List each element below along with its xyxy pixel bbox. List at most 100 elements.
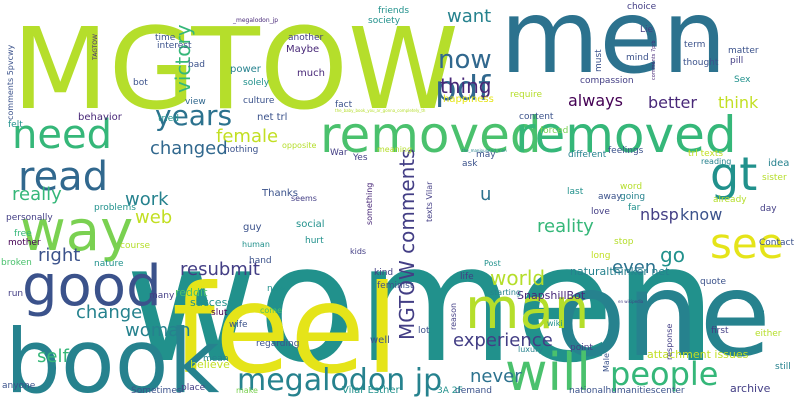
word-war: War <box>330 148 348 158</box>
word-vilar-esther: Vilar Esther <box>342 385 401 396</box>
word-kids: kids <box>350 247 366 256</box>
word-removed: removed <box>320 106 542 164</box>
word-net-trl: net trl <box>257 112 287 123</box>
word-better: better <box>648 93 697 112</box>
word-response: response <box>665 324 674 360</box>
word-post: Post <box>484 259 501 268</box>
word-attachment-issues: attachment issues <box>647 348 749 361</box>
word-think: think <box>718 93 759 112</box>
word-male: Male <box>602 353 611 372</box>
word-free: free <box>14 229 32 239</box>
word-far: far <box>628 203 641 213</box>
word-hurt: hurt <box>305 236 324 246</box>
word-felt: felt <box>8 120 23 130</box>
word-mother: mother <box>8 238 41 248</box>
word-mgtow: MGTOW <box>12 5 459 135</box>
word-term: term <box>684 40 705 50</box>
word-nothing: nothing <box>224 145 258 155</box>
word-wife: wife <box>229 320 248 330</box>
word-even: even <box>612 257 656 278</box>
word-want: want <box>447 6 491 27</box>
word-comments-5pvcwy: comments 5pvcwy <box>6 44 15 120</box>
word-always: always <box>568 91 623 110</box>
word-archive: archive <box>730 382 771 395</box>
word-lie: Lie <box>640 25 654 35</box>
word-happiness: happiness <box>443 94 494 105</box>
word-lot: lot <box>418 326 430 336</box>
word-yes: Yes <box>352 153 368 163</box>
word-pill: pill <box>730 56 743 66</box>
word-man: man <box>465 277 589 342</box>
word-the-manipulated-man: the_manipulated_man <box>462 148 507 153</box>
word-men: men <box>500 0 727 97</box>
word-away: away <box>598 192 622 202</box>
word-time: time <box>155 33 176 43</box>
word-solely: solely <box>243 78 270 88</box>
word-trl-texts: trl texts <box>688 149 723 159</box>
word-behavior: behavior <box>78 112 123 123</box>
word-women: women <box>125 211 717 399</box>
word-friends: friends <box>378 6 409 16</box>
word-quote: quote <box>700 277 726 287</box>
word-social: social <box>296 219 325 230</box>
word-seems: seems <box>291 194 317 203</box>
word-tried: tried <box>158 114 179 124</box>
word-thing: thing <box>440 74 491 98</box>
word-self: self <box>37 346 69 367</box>
word-either: either <box>755 329 782 339</box>
word-luxury: luxury <box>518 345 543 354</box>
word-read: read <box>18 154 108 200</box>
word-changed: changed <box>150 138 228 159</box>
word-female: female <box>216 126 278 147</box>
word-slut: slut <box>211 308 228 318</box>
word-bot: bot <box>133 78 148 88</box>
word-something: something <box>365 183 374 225</box>
word-reason: reason <box>449 303 458 330</box>
word-right: right <box>38 245 80 266</box>
word-contact: Contact <box>759 238 794 248</box>
word-pdf: pdf <box>435 69 491 109</box>
word-experience: experience <box>453 330 553 351</box>
word-wiki: wiki <box>547 319 563 328</box>
word-work: work <box>125 189 169 210</box>
word-change: change <box>76 302 142 323</box>
word-word: word <box>620 182 642 192</box>
word-believe: believe <box>190 358 230 371</box>
word-matter: matter <box>728 46 759 56</box>
word-try: try <box>755 307 765 320</box>
word-kind: kind <box>374 268 393 278</box>
word-3a-2f: 3A 2F <box>437 386 463 396</box>
word-require: require <box>510 90 542 100</box>
word-megalodon-jp: megalodon jp <box>237 363 442 398</box>
word-life: life <box>460 272 474 282</box>
word-need: need <box>12 112 112 158</box>
word-success: success <box>190 296 233 309</box>
word-still: still <box>775 362 791 372</box>
word-good: good <box>22 254 162 319</box>
word-sex: Sex <box>734 75 751 85</box>
word-first: first <box>711 326 729 336</box>
word-see: see <box>710 219 784 268</box>
word-maybe: Maybe <box>286 44 319 55</box>
word-world: world <box>490 266 545 290</box>
word-u: u <box>480 184 491 205</box>
word-sometimes: Sometimes <box>131 386 182 396</box>
word-feelings: feelings <box>608 146 644 156</box>
word-culture: culture <box>243 96 275 106</box>
word-mgtow-comments: MGTOW comments <box>395 148 419 340</box>
word-love: love <box>591 207 610 217</box>
word-naturalthinker-net: naturalthinker net <box>570 265 670 278</box>
word-feminist: feminist <box>377 281 414 291</box>
word-must: must <box>594 49 604 72</box>
word-reddit: reddit <box>175 286 208 299</box>
word-mind: mind <box>626 53 649 63</box>
word-going: going <box>620 192 645 202</box>
word-human: human <box>242 240 270 249</box>
word-really: really <box>12 184 62 205</box>
word-view: view <box>185 97 206 107</box>
word-web: web <box>135 207 172 228</box>
word-snapshillbot: SnapshillBot <box>517 289 586 302</box>
word-go: go <box>660 243 685 267</box>
word-feel: feel <box>172 259 399 400</box>
